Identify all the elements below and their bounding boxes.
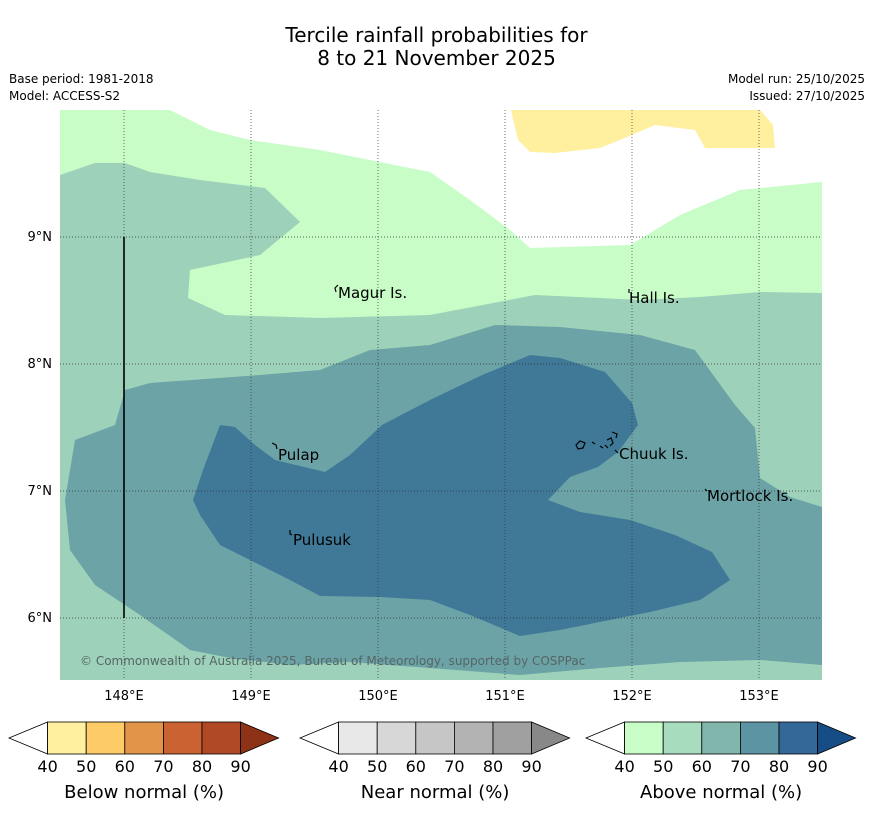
colorbar-low-extend bbox=[7, 721, 48, 755]
colorbar-tick: 70 bbox=[730, 757, 750, 776]
zone-above-70-80 bbox=[193, 355, 730, 636]
longitude-ticks: 148°E 149°E 150°E 151°E 152°E 153°E bbox=[104, 689, 779, 704]
colorbar-cell bbox=[662, 721, 703, 755]
lon-tick: 152°E bbox=[612, 689, 652, 704]
colorbar-tick: 70 bbox=[444, 757, 464, 776]
base-period: Base period: 1981-2018 bbox=[9, 72, 154, 86]
colorbar-cell bbox=[453, 721, 494, 755]
colorbar-high-extend bbox=[817, 721, 857, 755]
colorbar-title: Near normal (%) bbox=[361, 782, 510, 803]
colorbar-tick: 40 bbox=[614, 757, 634, 776]
colorbar-cell bbox=[85, 721, 126, 755]
map-title-line2: 8 to 21 November 2025 bbox=[317, 46, 556, 70]
lon-tick: 150°E bbox=[358, 689, 398, 704]
colorbar-tick: 90 bbox=[807, 757, 827, 776]
colorbar-low-extend bbox=[584, 721, 625, 755]
colorbar-tick: 80 bbox=[483, 757, 503, 776]
lat-tick: 6°N bbox=[28, 611, 53, 626]
model-run: Model run: 25/10/2025 bbox=[727, 72, 865, 86]
latitude-ticks: 9°N 8°N 7°N 6°N bbox=[28, 230, 53, 626]
copyright-text: © Commonwealth of Australia 2025, Bureau… bbox=[80, 654, 585, 668]
colorbar-low-extend bbox=[298, 721, 339, 755]
colorbar-tick: 40 bbox=[328, 757, 348, 776]
lat-tick: 7°N bbox=[28, 484, 53, 499]
colorbar-tick: 90 bbox=[230, 757, 250, 776]
colorbar-title: Below normal (%) bbox=[64, 782, 224, 803]
chuuk-islands-icon bbox=[575, 431, 619, 454]
magur-island-icon bbox=[334, 284, 339, 293]
colorbar-tick: 80 bbox=[769, 757, 789, 776]
colorbar-cell bbox=[162, 721, 203, 755]
colorbar-high-extend bbox=[240, 721, 280, 755]
lon-tick: 149°E bbox=[231, 689, 271, 704]
place-label: Chuuk Is. bbox=[619, 445, 688, 463]
lat-tick: 9°N bbox=[28, 230, 53, 245]
lon-tick: 153°E bbox=[739, 689, 779, 704]
colorbar-cell bbox=[201, 721, 241, 755]
pulusuk-island-icon bbox=[289, 530, 293, 536]
colorbar-2: 40 50 60 70 80 90 Above normal (%) bbox=[584, 721, 857, 803]
colorbar-tick: 70 bbox=[153, 757, 173, 776]
colorbar-cell bbox=[492, 721, 532, 755]
zone-below-40-50 bbox=[511, 110, 775, 153]
legends: 40 50 60 70 80 90 Below normal (%) 40 50 60 70 80 90… bbox=[7, 721, 857, 803]
colorbar-1: 40 50 60 70 80 90 Near normal (%) bbox=[298, 721, 571, 803]
colorbar-cell bbox=[740, 721, 780, 755]
colorbar-cell bbox=[124, 721, 164, 755]
mortlock-island-icon bbox=[704, 488, 708, 492]
colorbar-cell bbox=[376, 721, 417, 755]
lon-tick: 151°E bbox=[485, 689, 525, 704]
colorbar-tick: 90 bbox=[521, 757, 541, 776]
colorbar-title: Above normal (%) bbox=[640, 782, 802, 803]
map-title-line1: Tercile rainfall probabilities for bbox=[285, 23, 588, 47]
issued-date: Issued: 27/10/2025 bbox=[749, 89, 865, 103]
colorbar-tick: 60 bbox=[406, 757, 426, 776]
place-label: Magur Is. bbox=[338, 284, 407, 302]
colorbar-cell bbox=[701, 721, 741, 755]
colorbar-cell bbox=[624, 721, 664, 755]
colorbar-cell bbox=[415, 721, 455, 755]
place-label: Pulusuk bbox=[293, 531, 351, 549]
place-label: Pulap bbox=[278, 446, 319, 464]
colorbar-tick: 50 bbox=[367, 757, 387, 776]
lon-tick: 148°E bbox=[104, 689, 144, 704]
model-name: Model: ACCESS-S2 bbox=[9, 89, 121, 103]
probability-map bbox=[60, 110, 822, 680]
colorbar-tick: 80 bbox=[192, 757, 212, 776]
pulap-island-icon bbox=[271, 442, 278, 450]
colorbar-tick: 50 bbox=[76, 757, 96, 776]
colorbar-cell bbox=[338, 721, 378, 755]
island-outlines bbox=[271, 284, 708, 536]
colorbar-cell bbox=[47, 721, 87, 755]
colorbar-high-extend bbox=[531, 721, 571, 755]
colorbar-tick: 40 bbox=[37, 757, 57, 776]
colorbar-tick: 60 bbox=[115, 757, 135, 776]
colorbar-tick: 50 bbox=[653, 757, 673, 776]
lat-tick: 8°N bbox=[28, 357, 53, 372]
place-label: Mortlock Is. bbox=[707, 487, 793, 505]
colorbar-tick: 60 bbox=[692, 757, 712, 776]
colorbar-0: 40 50 60 70 80 90 Below normal (%) bbox=[7, 721, 280, 803]
place-label: Hall Is. bbox=[629, 289, 680, 307]
colorbar-cell bbox=[778, 721, 818, 755]
